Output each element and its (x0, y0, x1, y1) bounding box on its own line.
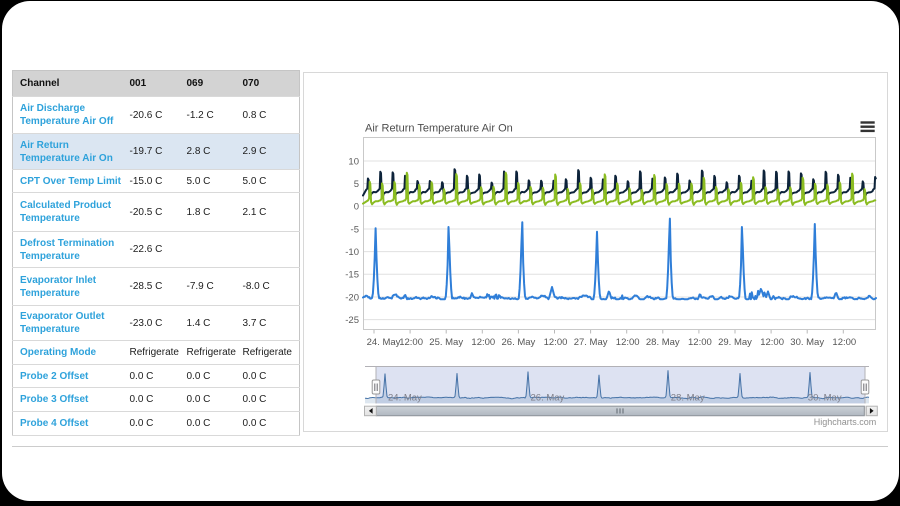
svg-text:-20: -20 (345, 292, 359, 303)
svg-text:0: 0 (354, 202, 359, 213)
svg-text:12:00: 12:00 (832, 337, 856, 348)
svg-text:28. May: 28. May (646, 337, 680, 348)
svg-text:30. May: 30. May (808, 393, 842, 404)
svg-text:-10: -10 (345, 247, 359, 258)
svg-text:30. May: 30. May (790, 337, 824, 348)
svg-text:Air Return Temperature Air On: Air Return Temperature Air On (365, 123, 513, 135)
svg-text:12:00: 12:00 (399, 337, 423, 348)
svg-text:24. May: 24. May (367, 337, 401, 348)
svg-text:-5: -5 (351, 224, 359, 235)
svg-text:12:00: 12:00 (616, 337, 640, 348)
svg-text:26. May: 26. May (502, 337, 536, 348)
svg-text:27. May: 27. May (574, 337, 608, 348)
svg-text:24. May: 24. May (388, 393, 422, 404)
svg-text:12:00: 12:00 (471, 337, 495, 348)
svg-text:29. May: 29. May (718, 337, 752, 348)
svg-text:-15: -15 (345, 270, 359, 281)
svg-text:25. May: 25. May (429, 337, 463, 348)
svg-text:Highcharts.com: Highcharts.com (814, 417, 877, 427)
svg-text:26. May: 26. May (531, 393, 565, 404)
svg-text:5: 5 (354, 179, 359, 190)
svg-text:28. May: 28. May (671, 393, 705, 404)
svg-text:12:00: 12:00 (688, 337, 712, 348)
svg-text:12:00: 12:00 (760, 337, 784, 348)
svg-text:-25: -25 (345, 315, 359, 326)
svg-text:12:00: 12:00 (544, 337, 568, 348)
svg-text:10: 10 (348, 156, 359, 167)
